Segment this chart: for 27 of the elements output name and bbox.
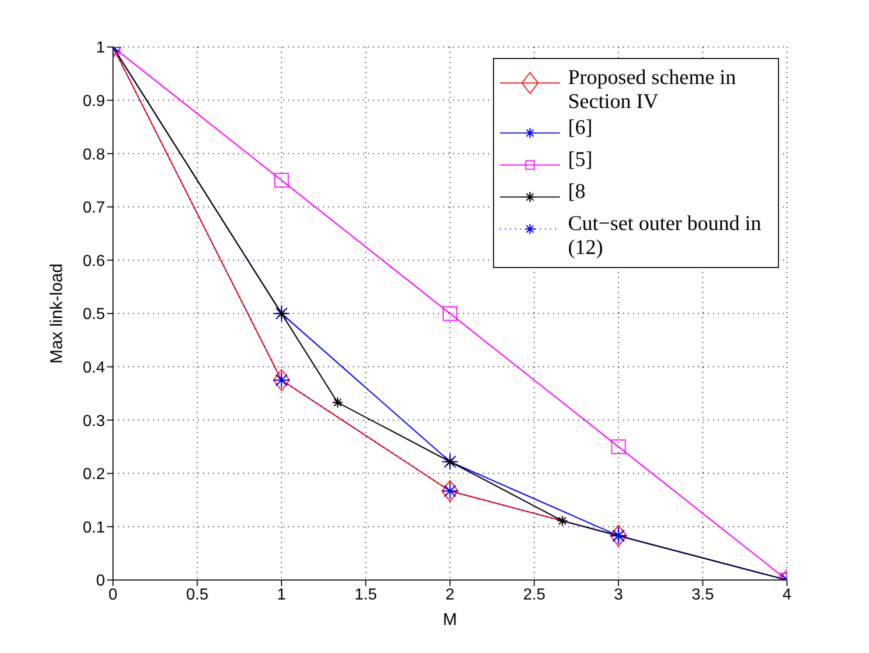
legend-label: [5] [568,147,592,171]
x-axis-title: M [442,610,458,629]
y-tick-label: 0.9 [82,92,106,110]
x-tick-label: 4 [782,586,792,604]
y-tick-label: 0.2 [82,466,106,484]
x-tick-label: 3.5 [692,586,714,604]
y-tick-label: 0 [96,572,106,590]
y-tick-label: 0.3 [82,412,106,430]
legend-label: Proposed scheme in Section IV [568,65,737,113]
x-tick-label: 1 [277,586,286,604]
x-tick-label: 2.5 [523,586,546,604]
x-tick-label: 0 [108,586,118,604]
y-axis-title: Max link-load [47,263,66,364]
y-tick-label: 1 [96,40,106,57]
y-tick-label: 0.1 [82,519,106,536]
y-tick-label: 0.6 [82,252,106,270]
x-tick-label: 2 [446,586,455,604]
legend-label: Cut−set outer bound in (12) [568,211,762,259]
y-tick-label: 0.4 [82,359,106,376]
x-tick-label: 1.5 [354,586,377,604]
legend-label: [8 [568,179,586,203]
y-tick-label: 0.5 [82,306,106,324]
y-tick-label: 0.7 [82,200,106,217]
legend-label: [6] [568,115,592,139]
y-tick-label: 0.8 [82,146,106,164]
x-tick-label: 0.5 [186,586,208,604]
x-tick-label: 3 [614,586,624,604]
